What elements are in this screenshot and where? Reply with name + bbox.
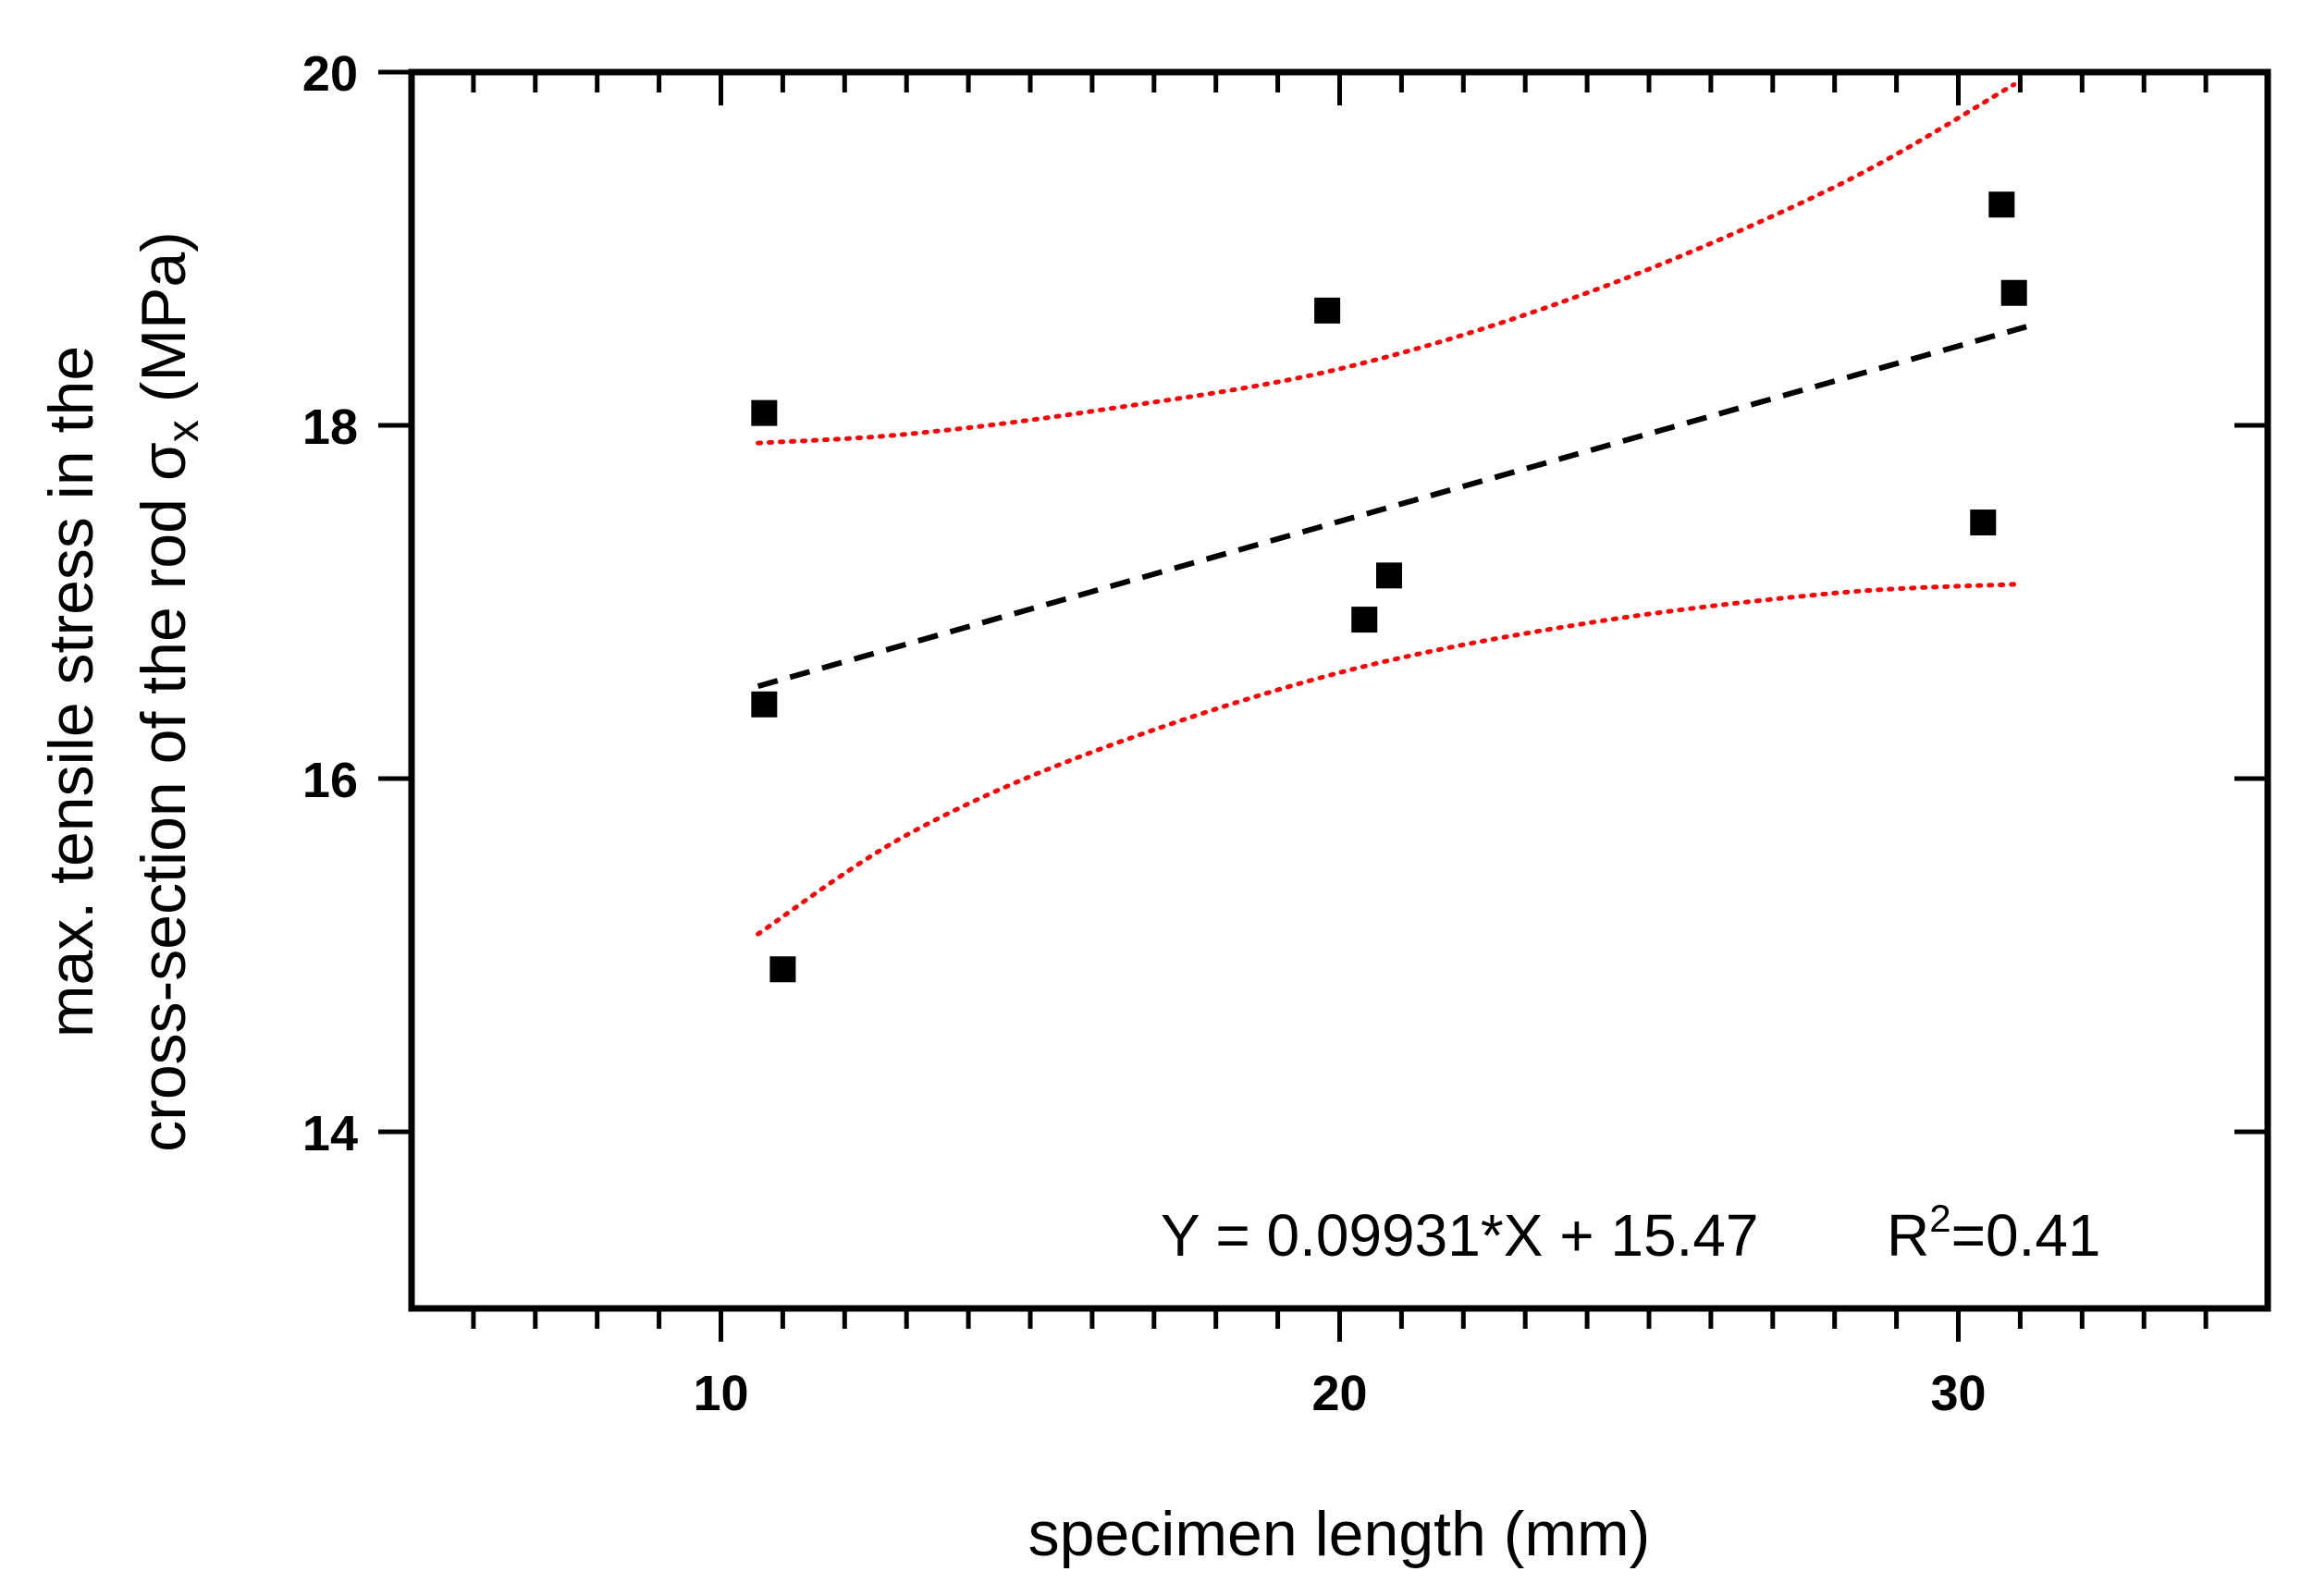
confidence-band bbox=[756, 81, 2017, 937]
x-tick-label: 10 bbox=[693, 1366, 748, 1421]
r-squared-prefix: R bbox=[1887, 1202, 1929, 1269]
sigma-subscript: x bbox=[159, 420, 208, 442]
y-axis-title-line1: max. tensile stress in the bbox=[36, 346, 106, 1037]
y-axis-title: max. tensile stress in the cross-section… bbox=[36, 231, 208, 1152]
r-squared: R2=0.41 bbox=[1887, 1197, 2101, 1269]
data-point bbox=[751, 691, 778, 718]
confidence-upper-curve bbox=[756, 81, 2017, 446]
data-points bbox=[751, 191, 2027, 983]
x-tick-label: 20 bbox=[1311, 1366, 1367, 1421]
r-squared-value: =0.41 bbox=[1951, 1202, 2101, 1269]
x-axis-title: specimen length (mm) bbox=[1028, 1499, 1651, 1569]
data-point bbox=[1351, 607, 1378, 633]
data-point bbox=[1376, 562, 1403, 589]
y-axis-title-prefix: cross-section of the rod bbox=[129, 481, 199, 1152]
tick-labels: 10 20 30 14 16 18 20 bbox=[302, 46, 1987, 1421]
y-tick-label: 20 bbox=[302, 46, 358, 102]
axis-ticks bbox=[378, 69, 2268, 1342]
y-axis-unit: (MPa) bbox=[129, 231, 199, 420]
fit-equation: Y = 0.09931*X + 15.47 bbox=[1161, 1202, 1759, 1269]
data-point bbox=[1314, 297, 1341, 324]
sigma-symbol: σ bbox=[129, 442, 199, 481]
y-tick-label: 14 bbox=[302, 1106, 358, 1161]
y-axis-title-line2: cross-section of the rod σx (MPa) bbox=[129, 231, 208, 1152]
plot-frame bbox=[408, 68, 2271, 1312]
fit-line bbox=[757, 324, 2027, 690]
data-point bbox=[1988, 191, 2015, 218]
fit-line-group bbox=[757, 324, 2027, 690]
data-point bbox=[2000, 279, 2027, 306]
data-point bbox=[769, 956, 796, 983]
r-squared-superscript: 2 bbox=[1929, 1197, 1950, 1240]
data-point bbox=[1970, 509, 1997, 536]
y-tick-label: 18 bbox=[302, 399, 358, 455]
confidence-lower-curve bbox=[756, 582, 2017, 937]
y-tick-label: 16 bbox=[302, 753, 358, 808]
x-tick-label: 30 bbox=[1930, 1366, 1986, 1421]
data-point bbox=[751, 399, 778, 426]
